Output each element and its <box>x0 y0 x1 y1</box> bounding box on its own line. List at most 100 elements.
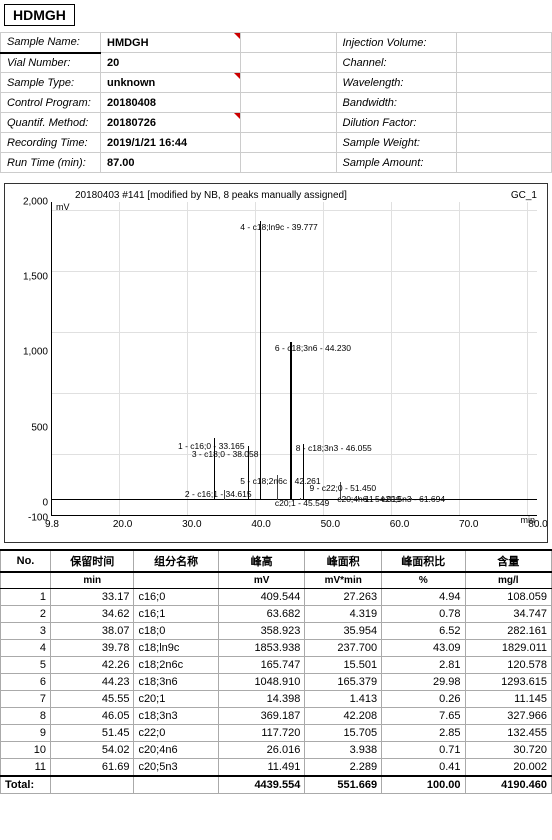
cell: 282.161 <box>465 623 551 640</box>
x-tick: 30.0 <box>182 515 201 530</box>
cell: 2.81 <box>382 657 465 674</box>
table-row: 1054.02c20;4n626.0163.9380.7130.720 <box>1 742 552 759</box>
col-header: 峰高 <box>218 550 304 572</box>
cell: 43.09 <box>382 640 465 657</box>
meta-value: 20180726 <box>101 113 241 133</box>
meta-right-label: Sample Weight: <box>336 133 456 153</box>
col-header: 保留时间 <box>51 550 134 572</box>
col-subheader: min <box>51 572 134 589</box>
cell: c20;1 <box>134 691 218 708</box>
cell: c18;3n6 <box>134 674 218 691</box>
meta-right-value <box>456 73 552 93</box>
col-header: 含量 <box>465 550 551 572</box>
col-subheader: % <box>382 572 465 589</box>
meta-right-value <box>456 93 552 113</box>
cell: 1048.910 <box>218 674 304 691</box>
meta-right-label: Channel: <box>336 53 456 73</box>
cell: c20;5n3 <box>134 759 218 777</box>
meta-table: Sample Name:HMDGH Injection Volume: Vial N… <box>0 32 552 173</box>
cell: 54.02 <box>51 742 134 759</box>
cell: 358.923 <box>218 623 304 640</box>
total-cell: 551.669 <box>305 776 382 794</box>
cell: 11 <box>1 759 51 777</box>
total-cell: 4190.460 <box>465 776 551 794</box>
x-tick: 60.0 <box>390 515 409 530</box>
y-tick: 1,500 <box>23 272 52 283</box>
cell: 39.78 <box>51 640 134 657</box>
cell: 7.65 <box>382 708 465 725</box>
meta-spacer <box>241 133 337 153</box>
meta-right-value <box>456 133 552 153</box>
peak-label: 4 - c18;ln9c - 39.777 <box>240 222 318 232</box>
y-tick: 500 <box>31 422 52 433</box>
table-row: 234.62c16;163.6824.3190.7834.747 <box>1 606 552 623</box>
cell: 14.398 <box>218 691 304 708</box>
total-cell <box>134 776 218 794</box>
cell: 1 <box>1 589 51 606</box>
meta-right-label: Injection Volume: <box>336 33 456 53</box>
cell: c20;4n6 <box>134 742 218 759</box>
cell: c18;ln9c <box>134 640 218 657</box>
meta-right-value <box>456 53 552 73</box>
meta-value: HMDGH <box>101 33 241 53</box>
meta-label: Sample Type: <box>1 73 101 93</box>
cell: 11.145 <box>465 691 551 708</box>
meta-spacer <box>241 73 337 93</box>
meta-label: Run Time (min): <box>1 153 101 173</box>
meta-spacer <box>241 93 337 113</box>
total-label: Total: <box>1 776 51 794</box>
cell: 10 <box>1 742 51 759</box>
y-tick: 1,000 <box>23 347 52 358</box>
cell: 42.26 <box>51 657 134 674</box>
table-row: 542.26c18;2n6c165.74715.5012.81120.578 <box>1 657 552 674</box>
chart-title: 20180403 #141 [modified by NB, 8 peaks m… <box>75 190 347 201</box>
cell: 2.289 <box>305 759 382 777</box>
cell: 11.491 <box>218 759 304 777</box>
table-row: 644.23c18;3n61048.910165.37929.981293.61… <box>1 674 552 691</box>
cell: 3.938 <box>305 742 382 759</box>
cell: 61.69 <box>51 759 134 777</box>
cell: 42.208 <box>305 708 382 725</box>
cell: 15.501 <box>305 657 382 674</box>
col-subheader <box>1 572 51 589</box>
col-header: 组分名称 <box>134 550 218 572</box>
total-cell <box>51 776 134 794</box>
table-row: 951.45c22;0117.72015.7052.85132.455 <box>1 725 552 742</box>
cell: 2.85 <box>382 725 465 742</box>
cell: 1853.938 <box>218 640 304 657</box>
chart-channel: GC_1 <box>511 190 537 201</box>
cell: 3 <box>1 623 51 640</box>
col-header: No. <box>1 550 51 572</box>
peak <box>303 444 305 500</box>
cell: 30.720 <box>465 742 551 759</box>
meta-label: Recording Time: <box>1 133 101 153</box>
peak-label: 6 - c18;3n6 - 44.230 <box>275 343 351 353</box>
meta-value: unknown <box>101 73 241 93</box>
cell: c16;1 <box>134 606 218 623</box>
col-subheader: mV*min <box>305 572 382 589</box>
chromatogram-chart: 20180403 #141 [modified by NB, 8 peaks m… <box>4 183 548 543</box>
cell: 237.700 <box>305 640 382 657</box>
peak <box>260 221 262 500</box>
cell: 29.98 <box>382 674 465 691</box>
x-tick: 50.0 <box>321 515 340 530</box>
meta-label: Vial Number: <box>1 53 101 73</box>
meta-value: 20 <box>101 53 241 73</box>
cell: 34.62 <box>51 606 134 623</box>
x-tick: 70.0 <box>459 515 478 530</box>
meta-label: Sample Name: <box>1 33 101 53</box>
meta-value: 87.00 <box>101 153 241 173</box>
cell: c22;0 <box>134 725 218 742</box>
col-subheader: mV <box>218 572 304 589</box>
cell: 15.705 <box>305 725 382 742</box>
peak-label: 3 - c18;0 - 38.058 <box>192 449 259 459</box>
cell: 46.05 <box>51 708 134 725</box>
cell: 120.578 <box>465 657 551 674</box>
meta-right-label: Bandwidth: <box>336 93 456 113</box>
table-row: 1161.69c20;5n311.4912.2890.4120.002 <box>1 759 552 777</box>
col-subheader <box>134 572 218 589</box>
y-tick: 2,000 <box>23 197 52 208</box>
x-tick: 80.0 <box>528 515 547 530</box>
col-header: 峰面积 <box>305 550 382 572</box>
cell: 4.319 <box>305 606 382 623</box>
